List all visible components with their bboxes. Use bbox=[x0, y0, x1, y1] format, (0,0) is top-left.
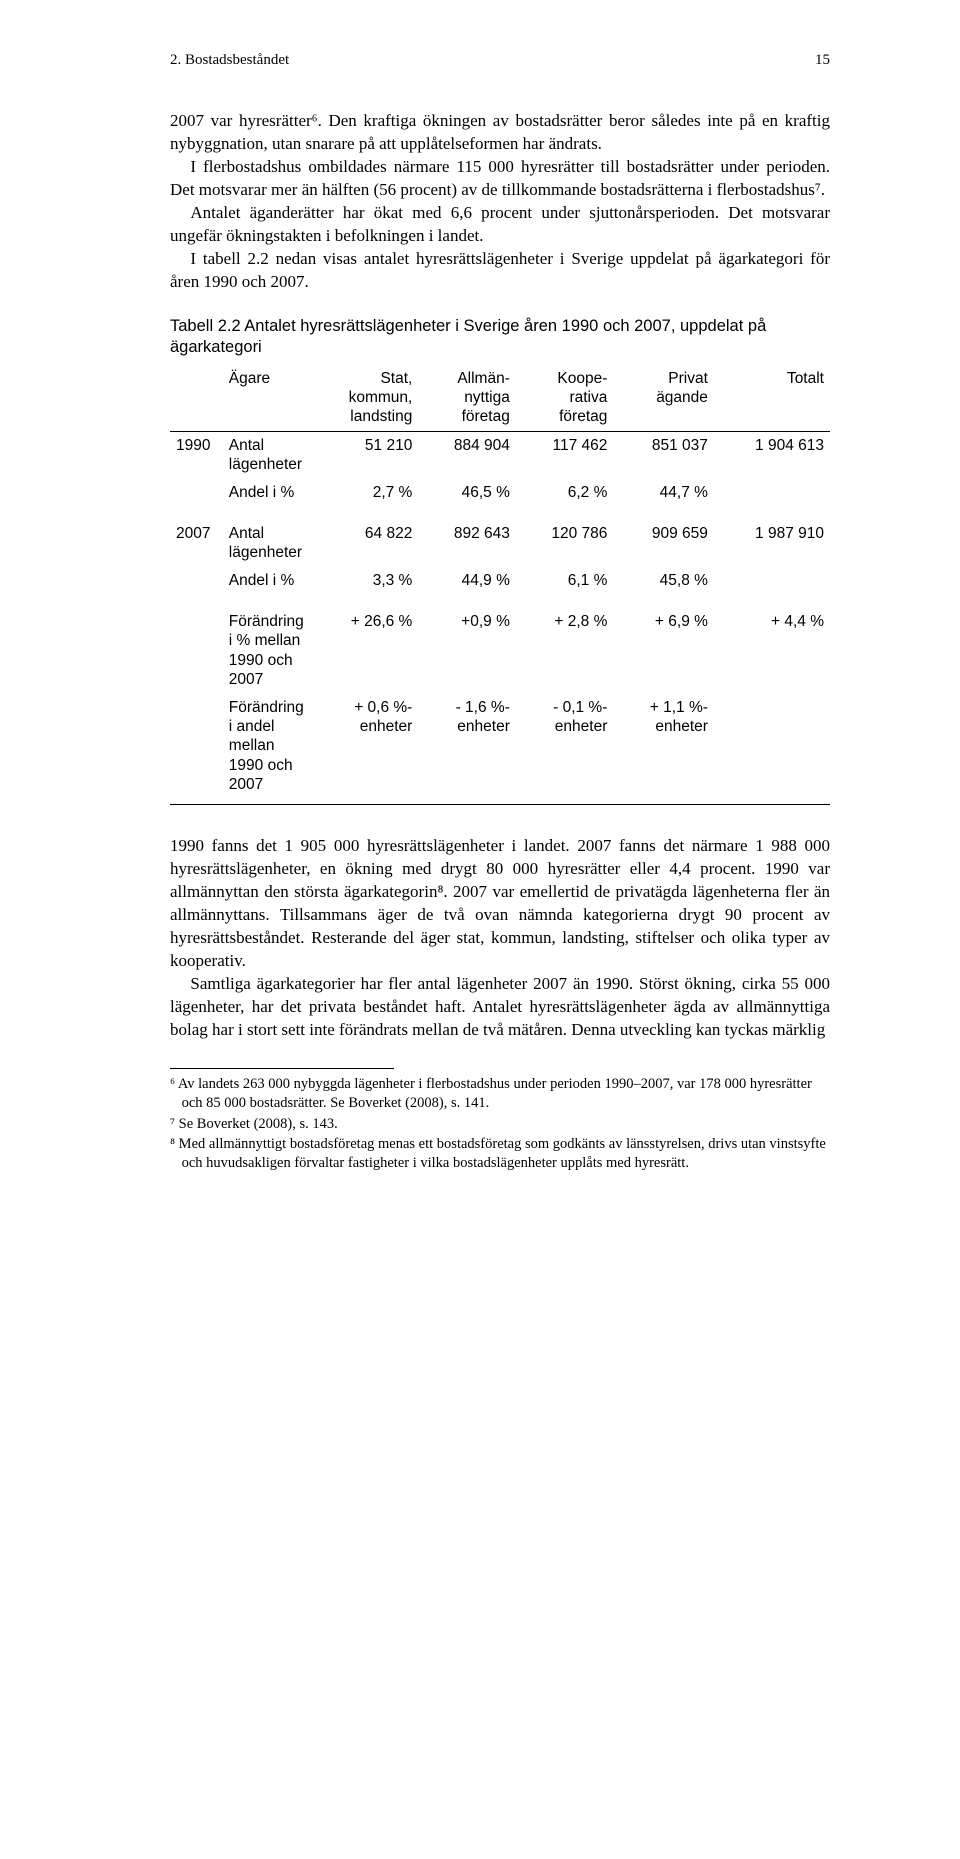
cell bbox=[714, 694, 830, 805]
running-header: 2. Bostadsbeståndet 15 bbox=[170, 50, 830, 70]
rowlabel-cell: Andel i % bbox=[223, 479, 310, 506]
cell: 46,5 % bbox=[418, 479, 516, 506]
cell: 117 462 bbox=[516, 431, 614, 478]
cell: 51 210 bbox=[310, 431, 419, 478]
cell: 3,3 % bbox=[310, 567, 419, 594]
col-5: Totalt bbox=[714, 365, 830, 432]
col-3: Koope-rativaföretag bbox=[516, 365, 614, 432]
cell: - 0,1 %-enheter bbox=[516, 694, 614, 805]
cell: 884 904 bbox=[418, 431, 516, 478]
table-row: 2007 Antal lägenheter 64 822 892 643 120… bbox=[170, 506, 830, 567]
rowlabel-cell: Antal lägenheter bbox=[223, 506, 310, 567]
cell: - 1,6 %-enheter bbox=[418, 694, 516, 805]
col-1: Stat,kommun,landsting bbox=[310, 365, 419, 432]
cell: 6,2 % bbox=[516, 479, 614, 506]
cell: 64 822 bbox=[310, 506, 419, 567]
rowlabel-cell: Andel i % bbox=[223, 567, 310, 594]
cell: + 0,6 %-enheter bbox=[310, 694, 419, 805]
rowlabel-cell: Antal lägenheter bbox=[223, 431, 310, 478]
cell: 892 643 bbox=[418, 506, 516, 567]
body-paragraph-1: 2007 var hyresrätter⁶. Den kraftiga ökni… bbox=[170, 110, 830, 156]
footnote-8: ⁸ Med allmännyttigt bostadsföretag menas… bbox=[170, 1135, 830, 1173]
cell: +0,9 % bbox=[418, 594, 516, 694]
table-row: Andel i % 2,7 % 46,5 % 6,2 % 44,7 % bbox=[170, 479, 830, 506]
cell: + 1,1 %-enheter bbox=[613, 694, 714, 805]
cell: 44,7 % bbox=[613, 479, 714, 506]
rowlabel-cell: Förändring i % mellan 1990 och 2007 bbox=[223, 594, 310, 694]
cell: + 2,8 % bbox=[516, 594, 614, 694]
table-title: Tabell 2.2 Antalet hyresrättslägenheter … bbox=[170, 316, 830, 359]
body-paragraph-3: Antalet äganderätter har ökat med 6,6 pr… bbox=[170, 202, 830, 248]
footnote-separator bbox=[170, 1068, 394, 1069]
cell: 2,7 % bbox=[310, 479, 419, 506]
body-paragraph-2: I flerbostadshus ombildades närmare 115 … bbox=[170, 156, 830, 202]
cell: + 26,6 % bbox=[310, 594, 419, 694]
cell: 909 659 bbox=[613, 506, 714, 567]
data-table: Ägare Stat,kommun,landsting Allmän-nytti… bbox=[170, 365, 830, 806]
footnote-7: ⁷ Se Boverket (2008), s. 143. bbox=[170, 1115, 830, 1134]
cell: 6,1 % bbox=[516, 567, 614, 594]
cell: + 6,9 % bbox=[613, 594, 714, 694]
year-cell: 2007 bbox=[170, 506, 223, 567]
cell: + 4,4 % bbox=[714, 594, 830, 694]
cell: 1 987 910 bbox=[714, 506, 830, 567]
col-2: Allmän-nyttigaföretag bbox=[418, 365, 516, 432]
col-4: Privatägande bbox=[613, 365, 714, 432]
cell: 120 786 bbox=[516, 506, 614, 567]
cell bbox=[714, 567, 830, 594]
cell: 44,9 % bbox=[418, 567, 516, 594]
table-header-row: Ägare Stat,kommun,landsting Allmän-nytti… bbox=[170, 365, 830, 432]
table-row: Andel i % 3,3 % 44,9 % 6,1 % 45,8 % bbox=[170, 567, 830, 594]
col-owner: Ägare bbox=[223, 365, 310, 432]
footnote-6: ⁶ Av landets 263 000 nybyggda lägenheter… bbox=[170, 1075, 830, 1113]
cell: 851 037 bbox=[613, 431, 714, 478]
header-left: 2. Bostadsbeståndet bbox=[170, 50, 289, 70]
after-paragraph-2: Samtliga ägarkategorier har fler antal l… bbox=[170, 973, 830, 1042]
body-paragraph-4: I tabell 2.2 nedan visas antalet hyresrä… bbox=[170, 248, 830, 294]
cell bbox=[714, 479, 830, 506]
cell: 45,8 % bbox=[613, 567, 714, 594]
table-row: 1990 Antal lägenheter 51 210 884 904 117… bbox=[170, 431, 830, 478]
after-paragraph-1: 1990 fanns det 1 905 000 hyresrättslägen… bbox=[170, 835, 830, 973]
table-row: Förändring i % mellan 1990 och 2007 + 26… bbox=[170, 594, 830, 694]
rowlabel-cell: Förändring i andel mellan 1990 och 2007 bbox=[223, 694, 310, 805]
footnotes: ⁶ Av landets 263 000 nybyggda lägenheter… bbox=[170, 1075, 830, 1173]
header-page: 15 bbox=[815, 50, 830, 70]
table-row: Förändring i andel mellan 1990 och 2007 … bbox=[170, 694, 830, 805]
year-cell: 1990 bbox=[170, 431, 223, 478]
cell: 1 904 613 bbox=[714, 431, 830, 478]
